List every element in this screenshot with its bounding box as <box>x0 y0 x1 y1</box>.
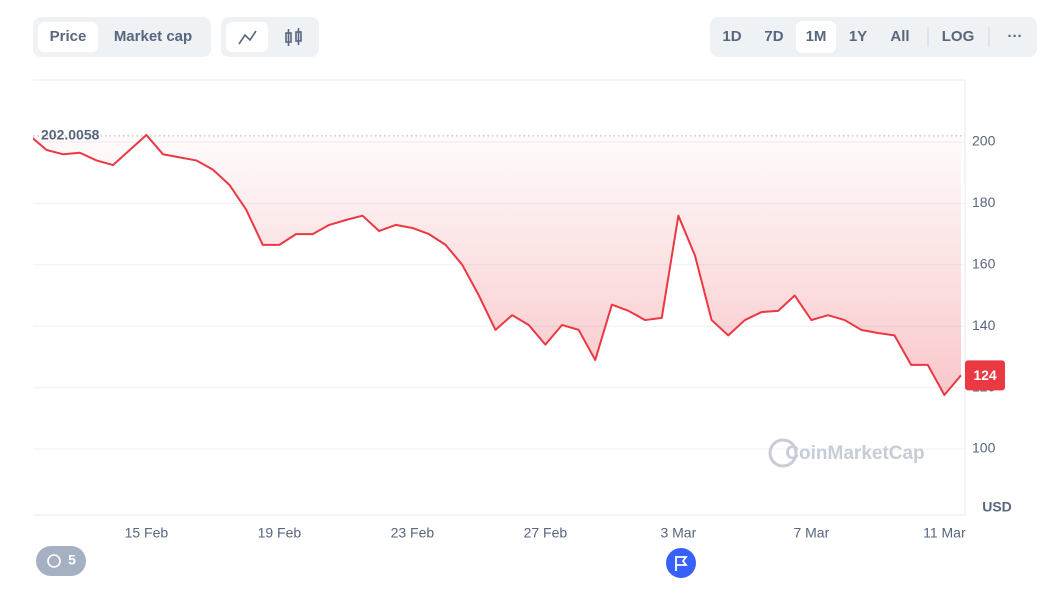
history-icon <box>47 554 61 568</box>
history-count: 5 <box>68 552 76 568</box>
x-tick-label: 11 Mar <box>923 525 966 541</box>
watermark-logo <box>768 438 798 468</box>
current-price-badge <box>965 360 1005 391</box>
tab-active <box>38 22 98 52</box>
tab[interactable]: Price <box>50 28 87 45</box>
tab[interactable]: Market cap <box>114 28 192 45</box>
reference-label: 202.0058 <box>41 127 100 143</box>
price-line <box>33 133 962 396</box>
x-tick-label: 19 Feb <box>258 525 302 541</box>
range-active <box>796 21 836 53</box>
current-price-label: 124 <box>973 367 997 383</box>
flag-icon <box>675 556 688 571</box>
history-badge[interactable] <box>36 546 86 576</box>
y-tick-label: 140 <box>972 317 996 333</box>
y-tick-label: 160 <box>972 256 996 272</box>
range-button[interactable]: 1M <box>806 28 827 45</box>
range-group <box>710 17 1037 57</box>
more-button[interactable]: ··· <box>1008 28 1023 45</box>
range-button[interactable]: All <box>890 28 909 45</box>
y-tick-label: 180 <box>972 194 996 210</box>
watermark: CoinMarketCap <box>785 443 924 464</box>
range-button[interactable]: 1D <box>722 28 741 45</box>
range-button[interactable]: 7D <box>764 28 783 45</box>
x-tick-label: 7 Mar <box>793 525 829 541</box>
range-button[interactable]: 1Y <box>849 28 867 45</box>
area-fill <box>33 134 961 395</box>
x-tick-label: 3 Mar <box>660 525 696 541</box>
unit-label: USD <box>982 499 1012 515</box>
log-button[interactable]: LOG <box>942 28 975 45</box>
candle-button[interactable] <box>285 28 302 46</box>
line-icon <box>238 30 257 45</box>
y-tick-label: 200 <box>972 133 996 149</box>
y-tick-label: 100 <box>972 440 996 456</box>
event-flag[interactable] <box>666 548 696 578</box>
x-tick-label: 27 Feb <box>524 525 568 541</box>
x-tick-label: 15 Feb <box>125 525 169 541</box>
x-tick-label: 23 Feb <box>391 525 435 541</box>
